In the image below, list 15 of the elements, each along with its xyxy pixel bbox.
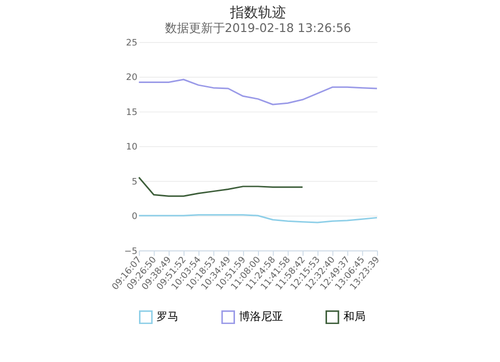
line-series <box>138 78 378 106</box>
y-tick-label: 10 <box>126 142 138 153</box>
y-tick-label: 20 <box>126 73 138 84</box>
y-tick-label: 25 <box>126 38 138 48</box>
chart-title: 指数轨迹 <box>228 5 286 22</box>
line-series <box>138 176 304 197</box>
y-tick-label: 15 <box>126 108 138 118</box>
legend-label: 博洛尼亚 <box>239 310 284 324</box>
y-tick-label: −5 <box>124 246 138 257</box>
line-series <box>138 214 378 224</box>
chart-subtitle: 数据更新于2019-02-18 13:26:56 <box>164 21 352 36</box>
legend-label: 罗马 <box>156 310 179 324</box>
y-tick-label: 0 <box>132 212 138 222</box>
y-tick-label: 5 <box>132 177 138 188</box>
legend-label: 和局 <box>343 310 366 324</box>
